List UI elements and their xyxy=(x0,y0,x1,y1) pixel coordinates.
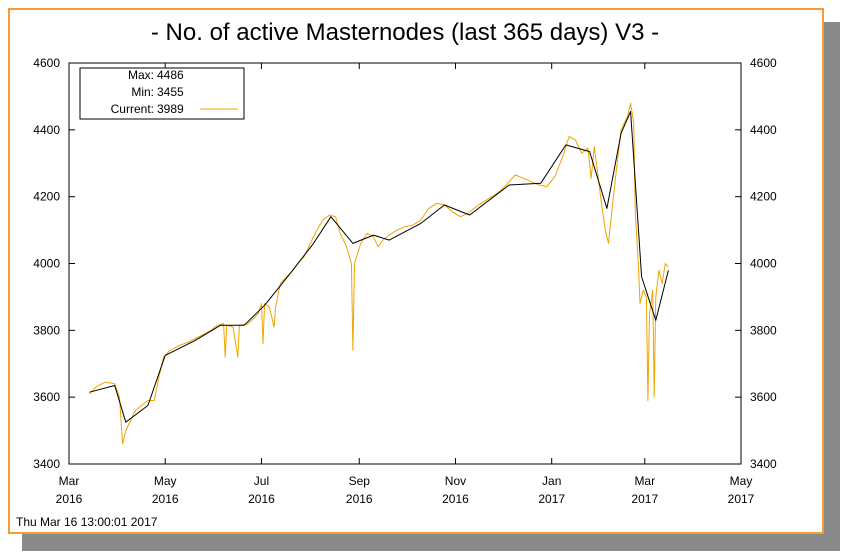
timestamp: Thu Mar 16 13:00:01 2017 xyxy=(16,515,158,529)
legend-current-label: Current: xyxy=(111,102,154,116)
legend-current-value: 3989 xyxy=(157,102,184,116)
y-tick-label-left: 4400 xyxy=(33,123,60,137)
plot-area xyxy=(68,62,742,465)
x-tick-label-year: 2017 xyxy=(631,492,658,506)
x-tick-label-month: Sep xyxy=(349,474,371,488)
legend-min-label: Min: xyxy=(131,85,154,99)
x-tick-label-year: 2017 xyxy=(538,492,565,506)
x-tick-label-month: May xyxy=(730,474,753,488)
legend-max-label: Max: xyxy=(128,68,154,82)
x-tick-label-year: 2017 xyxy=(728,492,755,506)
y-tick-label-left: 4200 xyxy=(33,190,60,204)
x-tick-label-month: Jul xyxy=(254,474,269,488)
chart-title: - No. of active Masternodes (last 365 da… xyxy=(151,19,659,46)
series-layer xyxy=(89,102,669,445)
y-tick-label-left: 3800 xyxy=(33,323,60,337)
y-tick-label-right: 4600 xyxy=(750,56,777,70)
x-tick-label-month: Jan xyxy=(542,474,561,488)
y-axis: 3400 3400 3600 3600 3800 3800 4000 4000 4200 4200… xyxy=(33,56,777,471)
legend-min-value: 3455 xyxy=(157,85,184,99)
series-line-average xyxy=(89,111,669,423)
x-tick-label-year: 2016 xyxy=(56,492,83,506)
x-tick-label-month: Nov xyxy=(445,474,466,488)
y-tick-label-left: 4600 xyxy=(33,56,60,70)
x-tick-label-month: Mar xyxy=(634,474,655,488)
legend-max-value: 4486 xyxy=(157,68,184,82)
y-tick-label-right: 4400 xyxy=(750,123,777,137)
x-tick-label-year: 2016 xyxy=(248,492,275,506)
y-tick-label-right: 3800 xyxy=(750,323,777,337)
x-tick-label-year: 2016 xyxy=(442,492,469,506)
x-axis: Mar 2016 May 2016 Jul 2016 Sep 2016 Nov 2016 Jan 20… xyxy=(56,63,755,506)
y-tick-label-right: 4200 xyxy=(750,190,777,204)
x-tick-label-month: Mar xyxy=(59,474,80,488)
legend-box xyxy=(79,67,245,120)
y-tick-label-right: 3400 xyxy=(750,457,777,471)
y-tick-label-left: 3400 xyxy=(33,457,60,471)
x-tick-label-year: 2016 xyxy=(152,492,179,506)
y-tick-label-left: 4000 xyxy=(33,257,60,271)
x-tick-label-month: May xyxy=(154,474,177,488)
y-tick-label-right: 4000 xyxy=(750,257,777,271)
y-tick-label-right: 3600 xyxy=(750,390,777,404)
y-tick-label-left: 3600 xyxy=(33,390,60,404)
x-tick-label-year: 2016 xyxy=(346,492,373,506)
legend: Max: 4486 Min: 3455 Current: 3989 xyxy=(79,67,245,120)
series-line-raw xyxy=(89,102,669,445)
